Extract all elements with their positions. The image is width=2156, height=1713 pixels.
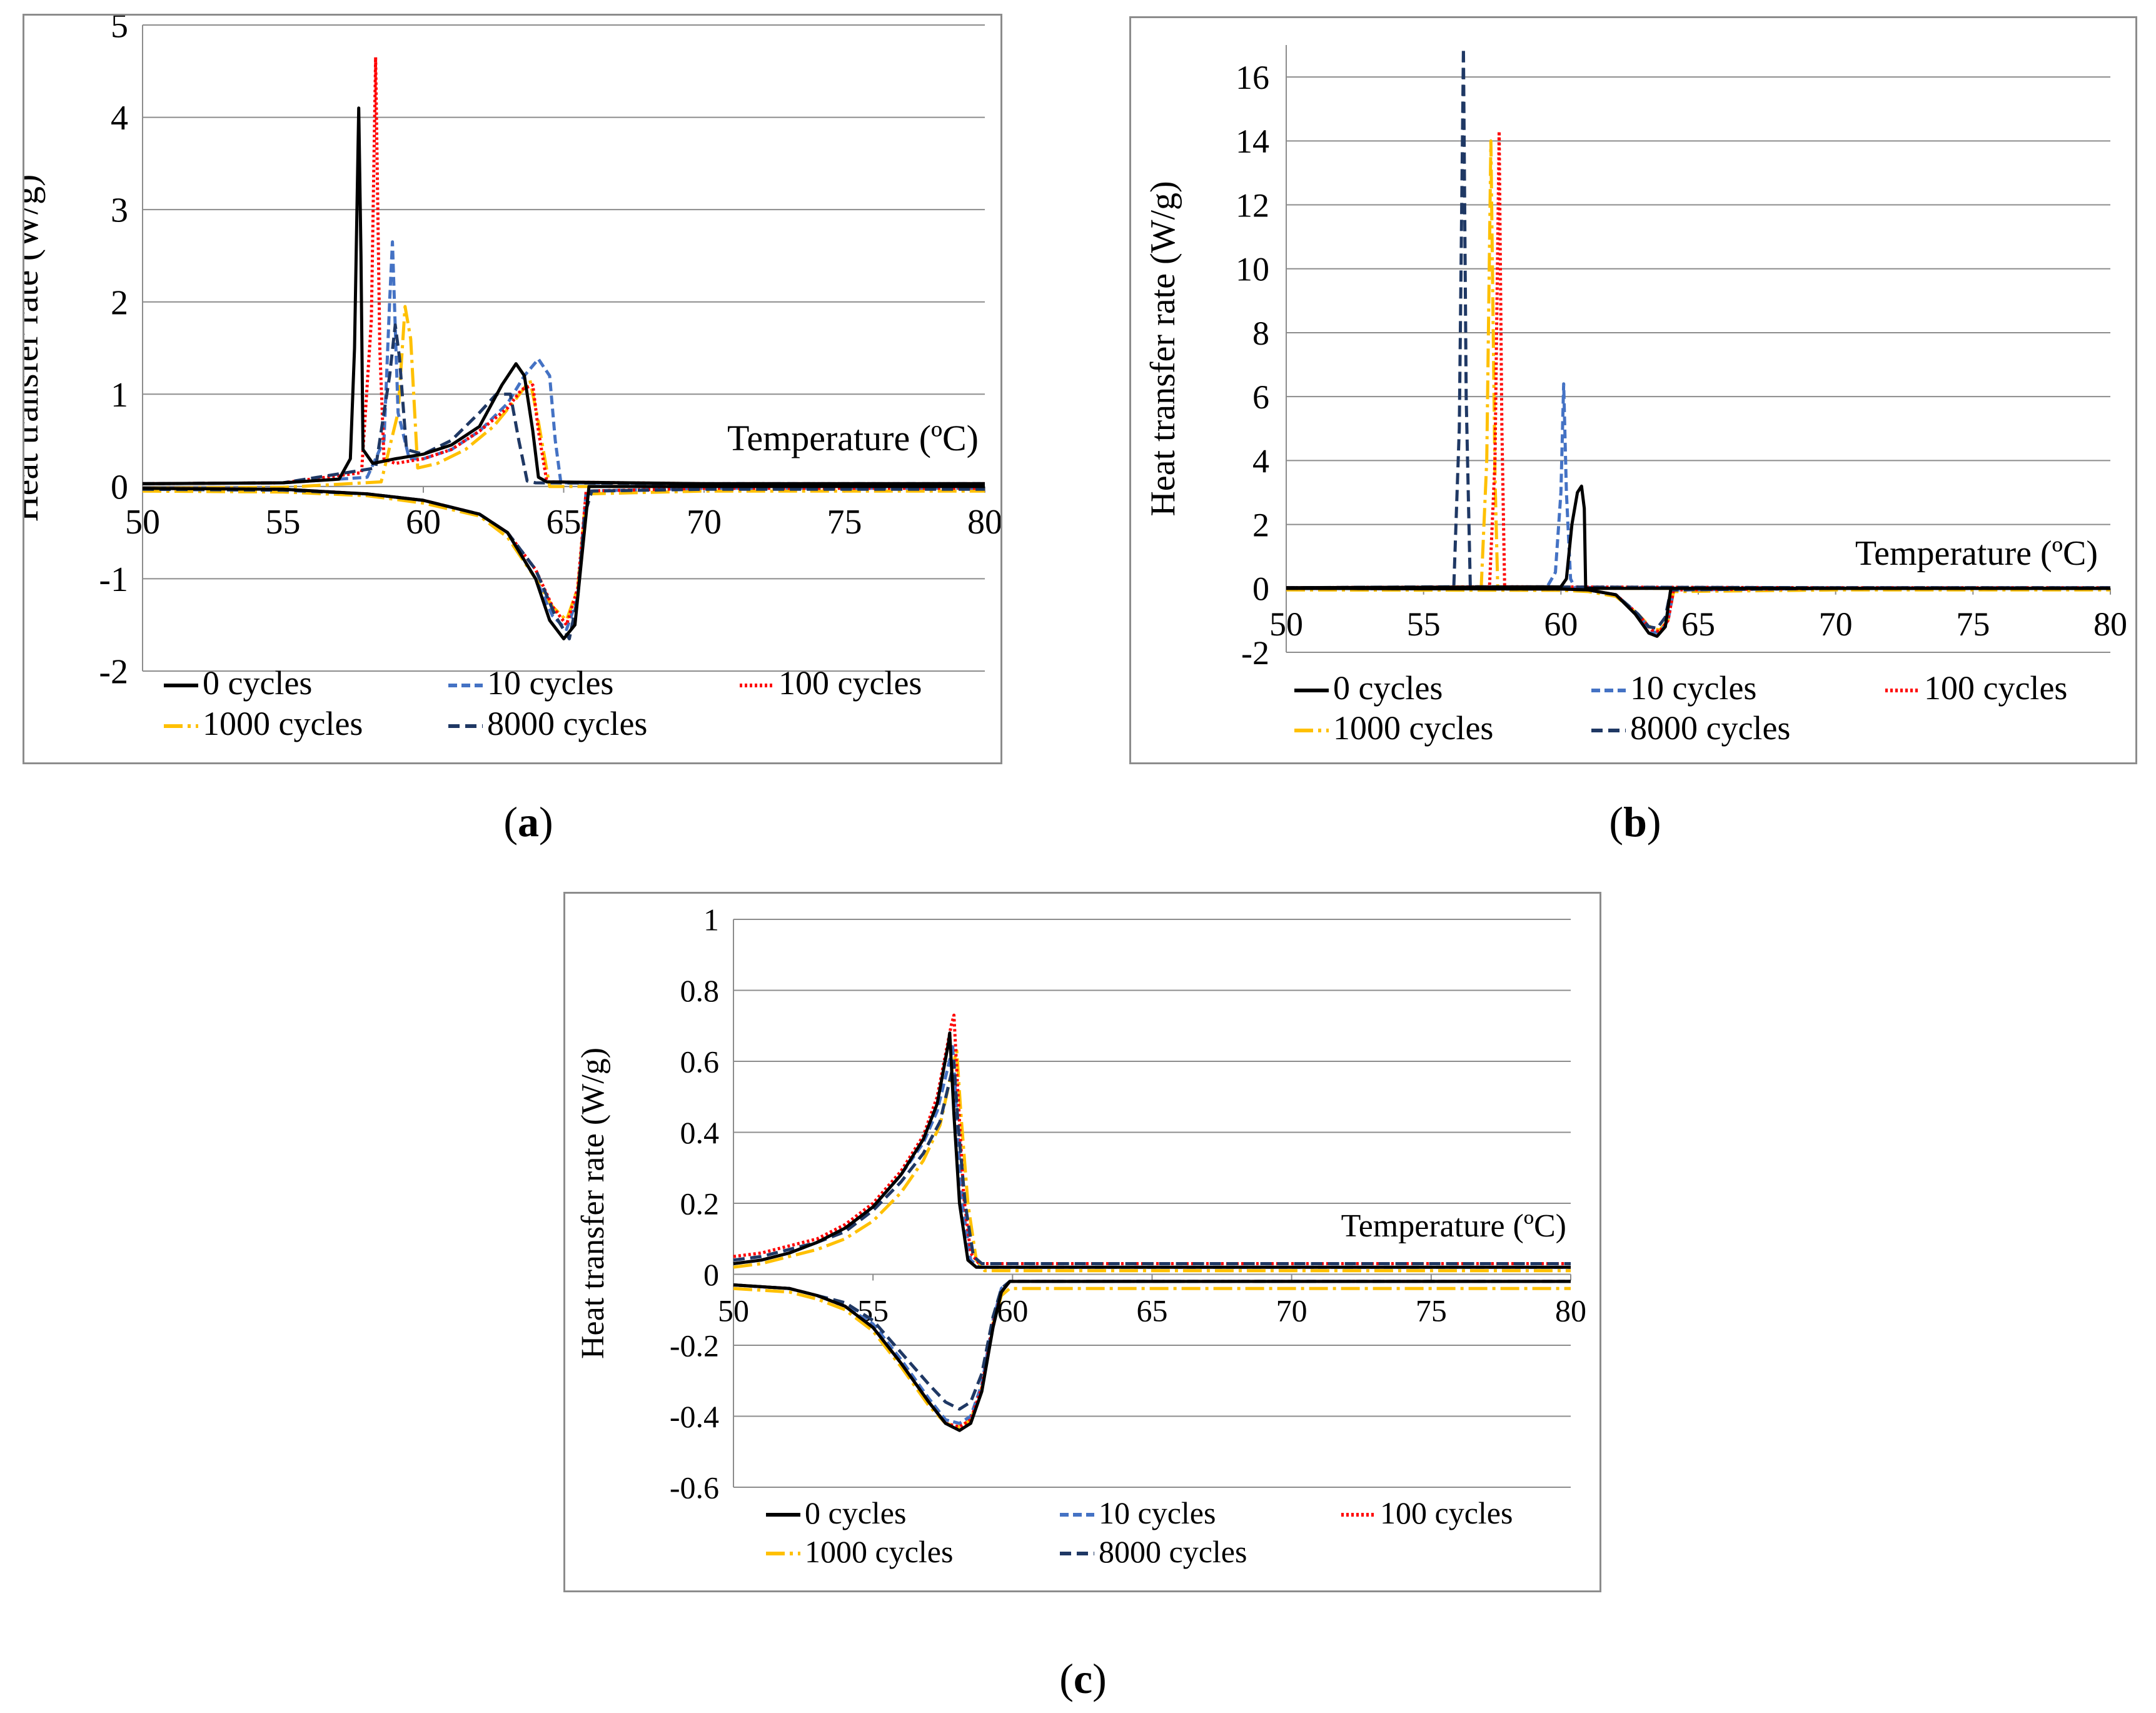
chart-c-series-1000-cycles-line-0 (733, 1049, 1571, 1273)
chart-b-legend-label-1000-cycles: 1000 cycles (1333, 709, 1493, 747)
chart-a-legend-label-1000-cycles: 1000 cycles (203, 705, 363, 742)
chart-c-xtick-label: 60 (997, 1293, 1028, 1328)
chart-a-ytick-label: 3 (111, 191, 128, 230)
chart-b-xtick-label: 70 (1819, 605, 1853, 643)
chart-b-series-8000-cycles-line-0 (1286, 46, 2110, 590)
chart-b-legend-label-10-cycles: 10 cycles (1630, 669, 1756, 707)
chart-c-series-10-cycles-line-0 (733, 1042, 1571, 1269)
chart-a-xtick-label: 70 (687, 503, 722, 542)
chart-a-legend-label-0-cycles: 0 cycles (203, 664, 312, 702)
chart-a-legend-label-10-cycles: 10 cycles (487, 664, 613, 702)
chart-a-series-0-cycles-line-0 (142, 106, 985, 485)
chart-c-series-0-cycles-line-1 (733, 1280, 1571, 1432)
chart-b-ytick-label: 2 (1252, 506, 1269, 543)
chart-a-ytick-label: -2 (99, 653, 128, 692)
chart-b-xtick-label: 50 (1269, 605, 1303, 643)
chart-b-xtick-label: 60 (1544, 605, 1578, 643)
chart-c-xtick-label: 65 (1137, 1293, 1168, 1328)
chart-a-series-1000-cycles-line-0 (142, 305, 985, 490)
chart-c-ylabel: Heat transfer rate (W/g) (575, 1048, 611, 1359)
chart-b-xtick-label: 65 (1681, 605, 1715, 643)
chart-c-ytick-label: 0 (703, 1257, 719, 1292)
chart-b-series-100-cycles-line-0 (1286, 129, 2110, 590)
chart-b-ytick-label: 12 (1236, 186, 1269, 224)
chart-a-legend-label-8000-cycles: 8000 cycles (487, 705, 647, 742)
chart-c-legend-label-0-cycles: 0 cycles (805, 1495, 906, 1530)
chart-a-series-0-cycles-line-1 (142, 485, 985, 640)
caption-a: (a) (503, 798, 553, 846)
chart-c-ytick-label: 1 (703, 902, 719, 937)
chart-a-ytick-label: -1 (99, 560, 128, 599)
caption-a-letter: a (518, 798, 539, 846)
chart-b-ytick-label: 16 (1236, 59, 1269, 96)
chart-b-ytick-label: 6 (1252, 378, 1269, 416)
caption-b: (b) (1609, 798, 1661, 846)
chart-a-series-100-cycles-line-0 (142, 56, 985, 485)
chart-c-ytick-label: -0.2 (670, 1328, 719, 1363)
chart-c-ytick-label: 0.2 (680, 1186, 720, 1221)
chart-b-ytick-label: 0 (1252, 570, 1269, 608)
chart-b-legend-label-100-cycles: 100 cycles (1924, 669, 2067, 707)
chart-c-series-10-cycles-line-1 (733, 1280, 1571, 1425)
chart-b-ytick-label: 14 (1236, 123, 1269, 160)
chart-a-ytick-label: 5 (111, 16, 128, 46)
chart-b-series-1000-cycles-line-0 (1286, 139, 2110, 590)
chart-b-xlabel: Temperature (ºC) (1855, 534, 2098, 573)
chart-a-xtick-label: 65 (547, 503, 582, 542)
chart-a-series-8000-cycles-line-0 (142, 323, 985, 485)
chart-b-xtick-label: 80 (2093, 605, 2127, 643)
chart-a-xtick-label: 50 (125, 503, 160, 542)
chart-a-xtick-label: 75 (827, 503, 862, 542)
chart-c-legend-label-1000-cycles: 1000 cycles (805, 1534, 953, 1569)
chart-a-ytick-label: 1 (111, 376, 128, 415)
chart-panel-c: -0.6 -0.4 -0.2 0 0.2 0.4 0.6 0.8 1 50 55 60 65 70 75 80… (563, 892, 1601, 1592)
chart-c-ytick-label: -0.4 (670, 1399, 719, 1434)
chart-c-legend-label-100-cycles: 100 cycles (1380, 1495, 1513, 1530)
chart-a-ytick-label: 0 (111, 468, 128, 507)
chart-b-svg: -2 0 2 4 6 8 10 12 14 16 50 55 60 65 70 75 80 Temperature… (1144, 45, 2127, 747)
chart-panel-a: -2 -1 0 1 2 3 4 5 50 55 60 65 70 75 80 Temperature (ºC)… (23, 14, 1002, 764)
chart-b-ytick-label: -2 (1241, 634, 1269, 672)
chart-c-xtick-label: 80 (1555, 1293, 1586, 1328)
chart-b-ylabel: Heat transfer rate (W/g) (1144, 181, 1182, 516)
chart-panel-b: -2 0 2 4 6 8 10 12 14 16 50 55 60 65 70 75 80 Temperature… (1129, 16, 2137, 764)
chart-c-xlabel: Temperature (ºC) (1341, 1208, 1566, 1244)
chart-a-xtick-label: 60 (406, 503, 441, 542)
chart-a-ytick-label: 4 (111, 99, 128, 138)
caption-c: (c) (1059, 1655, 1107, 1702)
chart-a-series-8000-cycles-line-1 (142, 487, 985, 640)
chart-c-legend-label-10-cycles: 10 cycles (1099, 1495, 1216, 1530)
chart-b-series-0-cycles-line-1 (1286, 587, 2110, 638)
chart-c-series-100-cycles-line-0 (733, 1013, 1571, 1265)
chart-c-series-0-cycles-line-0 (733, 1031, 1571, 1269)
chart-a-legend-label-100-cycles: 100 cycles (778, 664, 922, 702)
caption-c-letter: c (1073, 1655, 1093, 1702)
chart-b-legend-label-0-cycles: 0 cycles (1333, 669, 1443, 707)
chart-b-xtick-label: 55 (1407, 605, 1441, 643)
chart-c-xtick-label: 75 (1416, 1293, 1447, 1328)
chart-c-ytick-label: 0.4 (680, 1115, 720, 1150)
chart-c-xtick-label: 50 (718, 1293, 749, 1328)
caption-b-letter: b (1623, 798, 1647, 846)
chart-c-ytick-label: 0.6 (680, 1044, 720, 1079)
chart-a-xtick-label: 80 (967, 503, 1000, 542)
chart-c-ytick-label: 0.8 (680, 973, 720, 1008)
chart-c-ytick-label: -0.6 (670, 1470, 719, 1505)
chart-b-ytick-label: 8 (1252, 315, 1269, 352)
chart-c-legend-label-8000-cycles: 8000 cycles (1099, 1534, 1247, 1569)
chart-a-xtick-label: 55 (266, 503, 301, 542)
chart-a-ylabel: Heat transfer rate (W/g) (24, 174, 46, 522)
chart-a-xlabel: Temperature (ºC) (727, 418, 979, 458)
chart-b-legend-label-8000-cycles: 8000 cycles (1630, 709, 1790, 747)
chart-b-ytick-label: 10 (1236, 251, 1269, 288)
chart-b-ytick-label: 4 (1252, 442, 1269, 480)
chart-c-xtick-label: 70 (1276, 1293, 1307, 1328)
chart-b-xtick-label: 75 (1956, 605, 1990, 643)
chart-a-ytick-label: 2 (111, 283, 128, 322)
